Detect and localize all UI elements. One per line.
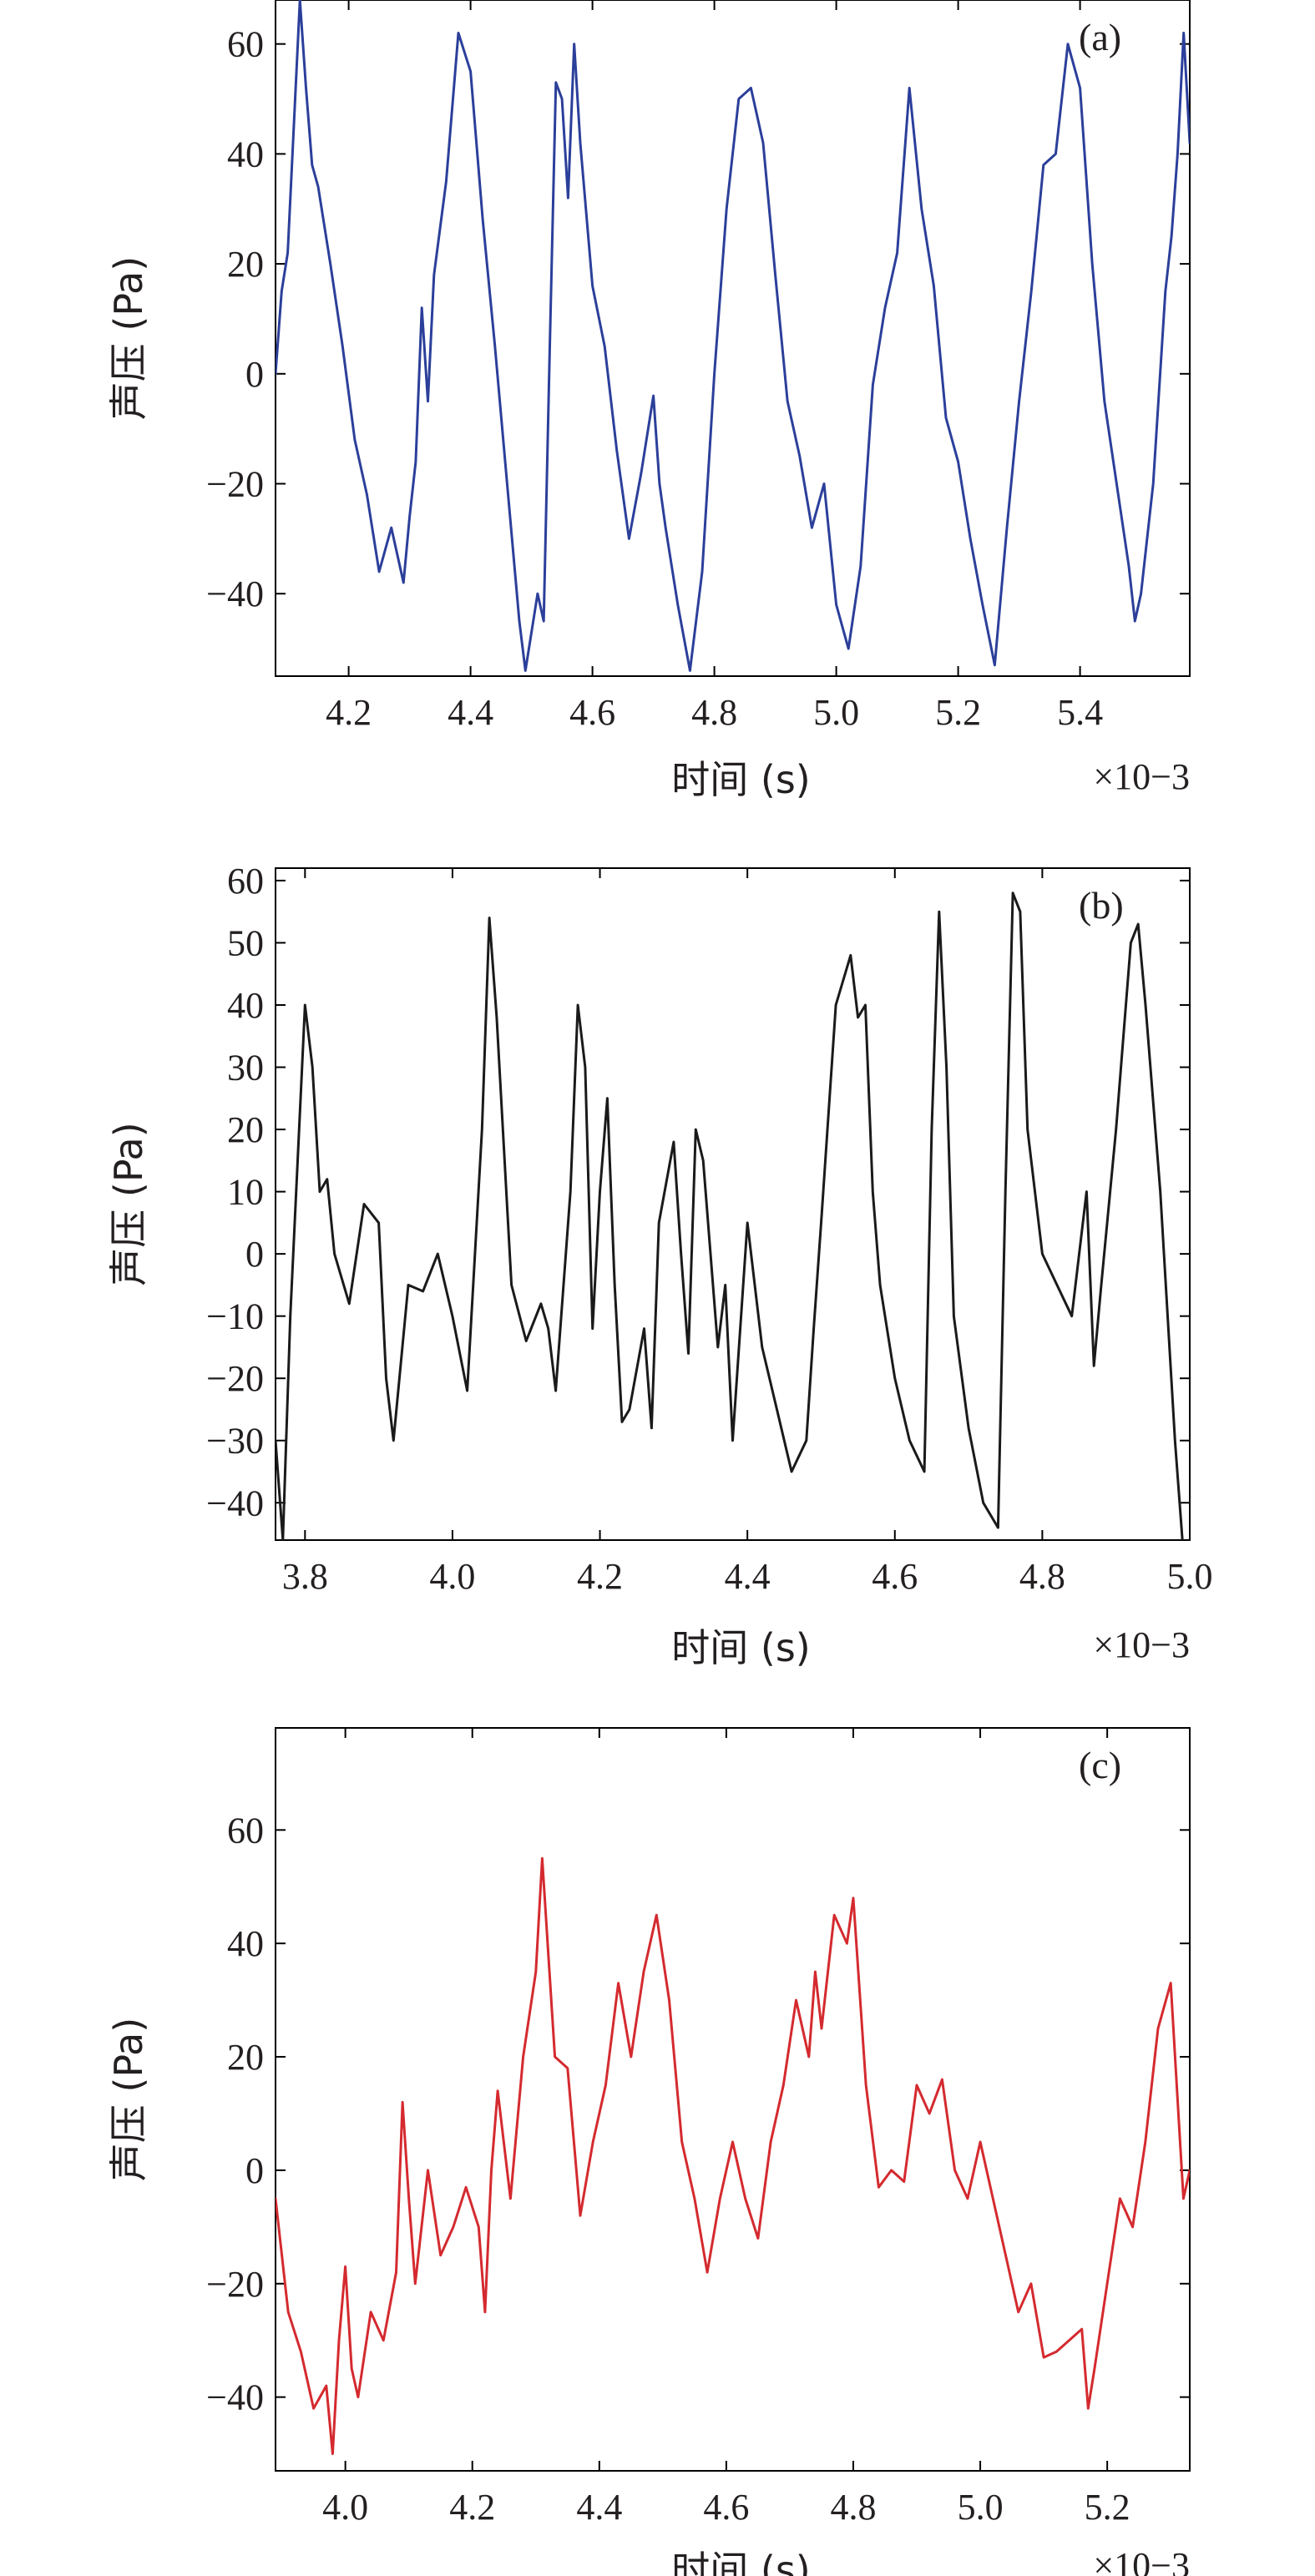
x-axis-multiplier: ×10−3 [1093,2545,1190,2576]
x-tick-label: 4.8 [691,692,737,733]
x-tick-label: 4.4 [576,2487,622,2528]
series-line-1 [276,891,1184,1540]
x-axis-multiplier: ×10−3 [1093,756,1190,797]
y-tick-label: −10 [206,1296,264,1337]
y-tick-label: 40 [227,134,264,174]
plot-frame [275,0,1191,677]
y-tick-label: −40 [206,2377,264,2418]
x-tick-label: 4.0 [322,2487,368,2528]
x-axis-label: 时间 (s) [671,1625,810,1670]
x-tick-label: 5.0 [813,692,859,733]
x-tick-label: 4.8 [1019,1556,1065,1597]
x-tick-label: 5.2 [1085,2487,1130,2528]
series-line-1 [276,1856,1190,2456]
y-tick-label: 30 [227,1048,264,1088]
y-tick-label: 0 [245,2150,264,2191]
x-tick-label: 5.2 [935,692,981,733]
y-tick-label: 20 [227,244,264,285]
y-axis-label: 声压 (Pa) [106,2018,151,2181]
chart-panel-1: 4.2 4.4 4.6 4.8 5.0 5.2 5.4 −40 −20 0 20 40 60 (a) 时间 … [106,0,1191,802]
x-tick-label: 4.2 [449,2487,495,2528]
y-tick-label: 40 [227,1923,264,1964]
y-tick-label: −20 [206,1358,264,1399]
x-tick-label: 5.0 [1167,1556,1213,1597]
chart-panel-3: 4.0 4.2 4.4 4.6 4.8 5.0 5.2 −40 −20 0 20 40 60 (c) 时间 … [106,1727,1191,2576]
y-tick-label: −20 [206,464,264,505]
x-axis-label: 时间 (s) [671,757,810,802]
y-tick-label: 10 [227,1172,264,1213]
y-axis-label: 声压 (Pa) [106,1122,151,1285]
y-tick-label: −30 [206,1421,264,1462]
y-tick-label: 0 [245,1234,264,1275]
x-tick-label: 4.6 [569,692,615,733]
x-tick-label: 4.8 [830,2487,876,2528]
y-tick-label: −40 [206,573,264,614]
x-tick-label: 4.4 [725,1556,771,1597]
panel-label: (b) [1079,884,1124,927]
x-tick-label: 3.8 [282,1556,328,1597]
y-tick-label: 60 [227,24,264,65]
y-tick-label: −40 [206,1482,264,1523]
plot-frame [275,1727,1191,2472]
x-axis-label: 时间 (s) [671,2548,810,2576]
panel-label: (c) [1079,1744,1121,1786]
panel-label: (a) [1079,16,1121,58]
x-tick-label: 4.6 [872,1556,918,1597]
x-tick-label: 4.6 [703,2487,749,2528]
x-tick-label: 4.2 [326,692,372,733]
x-tick-label: 4.2 [577,1556,623,1597]
y-tick-label: 20 [227,1109,264,1150]
y-axis-label: 声压 (Pa) [106,256,151,420]
chart-panel-2: 3.8 4.0 4.2 4.4 4.6 4.8 5.0 −40 −30 −20 −10 0 10 20 30… [106,861,1213,1670]
y-tick-label: 0 [245,354,264,395]
y-tick-label: 20 [227,2037,264,2078]
plot-frame [275,867,1191,1541]
y-tick-label: 60 [227,1810,264,1851]
x-tick-label: 4.4 [448,692,493,733]
y-tick-label: −20 [206,2264,264,2305]
series-line-1 [276,0,1190,672]
y-tick-label: 40 [227,985,264,1026]
x-tick-label: 5.0 [958,2487,1004,2528]
x-tick-label: 5.4 [1057,692,1103,733]
y-tick-label: 50 [227,922,264,963]
y-tick-label: 60 [227,861,264,902]
x-tick-label: 4.0 [429,1556,475,1597]
x-axis-multiplier: ×10−3 [1093,1624,1190,1665]
